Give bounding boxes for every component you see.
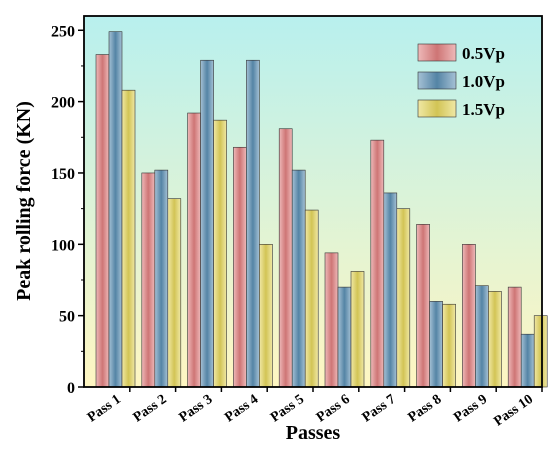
x-tick-label: Pass 4 bbox=[222, 392, 261, 425]
bar-pass-2-10vp bbox=[154, 169, 169, 388]
bar-pass-5-10vp bbox=[291, 169, 306, 388]
y-tick-label: 150 bbox=[51, 166, 75, 183]
y-tick-label: 250 bbox=[51, 23, 75, 40]
legend-label: 0.5Vp bbox=[462, 44, 505, 63]
bar-pass-10-10vp bbox=[520, 333, 535, 388]
x-axis-title: Passes bbox=[286, 422, 341, 444]
bar-pass-7-10vp bbox=[383, 192, 398, 388]
x-tick-label: Pass 2 bbox=[131, 392, 170, 425]
x-tick-label: Pass 10 bbox=[491, 392, 536, 429]
x-tick-label: Pass 6 bbox=[314, 392, 353, 425]
bar-pass-1-15vp bbox=[121, 89, 136, 388]
bar-pass-7-05vp bbox=[370, 139, 385, 388]
x-tick-label: Pass 7 bbox=[360, 392, 399, 425]
bar-pass-6-15vp bbox=[350, 271, 365, 388]
bar-pass-9-15vp bbox=[488, 291, 502, 388]
legend-swatch bbox=[417, 99, 457, 118]
legend-swatch bbox=[417, 43, 457, 62]
y-tick-label: 50 bbox=[59, 309, 75, 326]
y-tick-label: 0 bbox=[67, 380, 75, 397]
bar-pass-2-15vp bbox=[167, 198, 182, 388]
x-tick-label: Pass 8 bbox=[406, 392, 445, 425]
bar-pass-5-05vp bbox=[278, 128, 293, 388]
bar-pass-8-15vp bbox=[442, 303, 456, 388]
bar-pass-4-05vp bbox=[233, 146, 247, 388]
y-tick-label: 100 bbox=[51, 237, 75, 254]
bar-pass-4-10vp bbox=[246, 59, 260, 388]
x-tick-label: Pass 3 bbox=[177, 392, 216, 425]
legend-swatch bbox=[417, 71, 457, 90]
bar-pass-3-10vp bbox=[200, 59, 214, 388]
plot-frame bbox=[83, 15, 543, 388]
legend: 0.5Vp 1.0Vp 1.5Vp bbox=[417, 43, 505, 119]
bar-pass-6-05vp bbox=[324, 252, 339, 388]
bar-pass-1-10vp bbox=[108, 31, 123, 388]
bar-pass-3-15vp bbox=[213, 119, 227, 388]
legend-label: 1.0Vp bbox=[462, 72, 505, 91]
bar-pass-5-15vp bbox=[304, 209, 319, 388]
legend-label: 1.5Vp bbox=[462, 100, 505, 119]
x-tick-label: Pass 9 bbox=[451, 392, 490, 425]
bars-layer bbox=[95, 31, 548, 388]
bar-pass-1-05vp bbox=[95, 54, 110, 388]
x-tick-label: Pass 5 bbox=[268, 392, 307, 425]
bar-pass-6-10vp bbox=[337, 286, 352, 388]
bar-pass-7-15vp bbox=[396, 208, 411, 388]
bar-pass-8-05vp bbox=[416, 224, 430, 388]
bar-pass-8-10vp bbox=[429, 301, 443, 388]
bar-pass-3-05vp bbox=[187, 112, 201, 388]
bar-pass-10-05vp bbox=[507, 286, 522, 388]
x-tick-label: Pass 1 bbox=[85, 392, 124, 425]
y-axis-title: Peak rolling force (KN) bbox=[13, 101, 35, 301]
bar-pass-9-05vp bbox=[462, 244, 476, 388]
bar-pass-9-10vp bbox=[475, 285, 489, 388]
bar-pass-4-15vp bbox=[259, 244, 273, 388]
bar-pass-2-05vp bbox=[141, 172, 156, 388]
y-tick-label: 200 bbox=[51, 95, 75, 112]
bar-pass-10-15vp bbox=[533, 315, 548, 388]
